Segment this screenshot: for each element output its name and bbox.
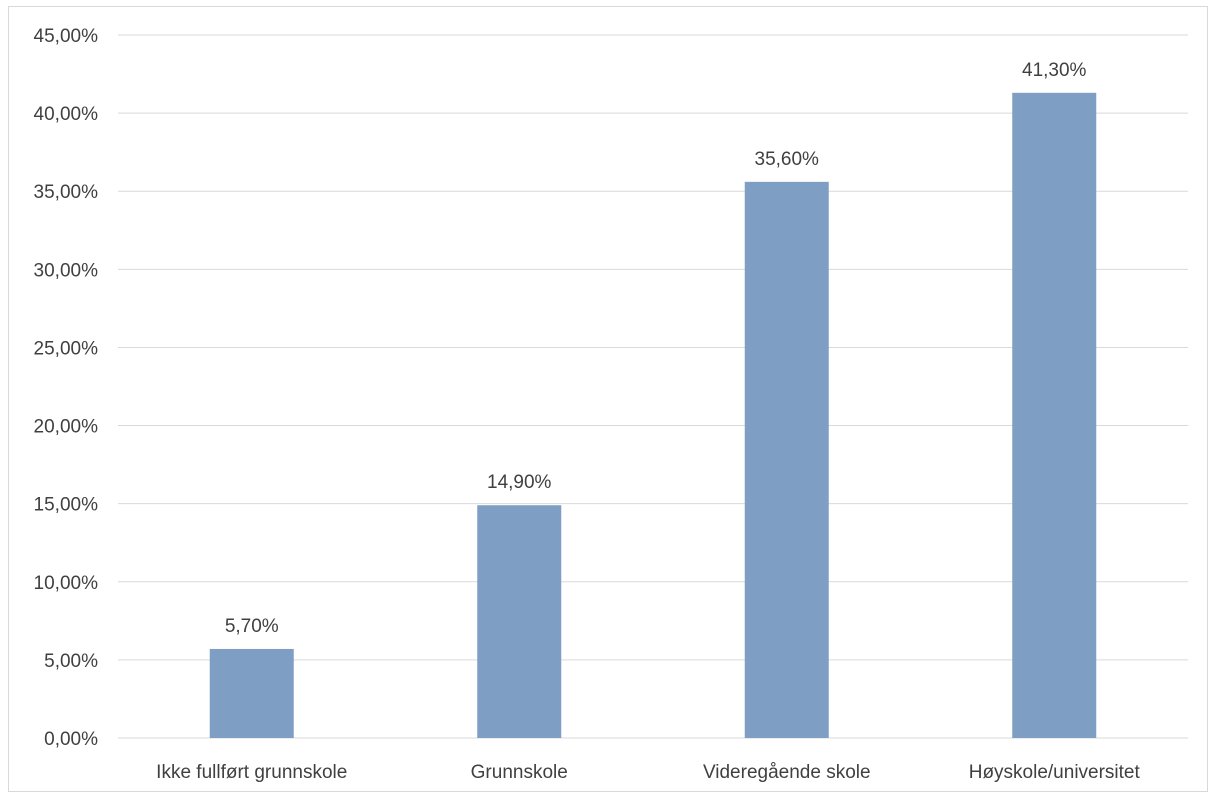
x-axis-categories: Ikke fullført grunnskole Grunnskole Videre… <box>156 762 1140 783</box>
y-tick-label: 30,00% <box>34 260 99 281</box>
bar <box>209 648 294 738</box>
y-tick-label: 35,00% <box>34 182 99 203</box>
y-tick-label: 25,00% <box>34 338 99 359</box>
bar <box>744 181 829 739</box>
bar-value-label: 41,30% <box>1022 60 1087 81</box>
x-category-label: Ikke fullført grunnskole <box>156 762 347 783</box>
bar <box>477 505 562 738</box>
bar-value-label: 5,70% <box>225 616 279 637</box>
bar-value-label: 14,90% <box>487 472 552 493</box>
gridlines <box>118 34 1188 739</box>
chart-frame <box>8 6 1208 792</box>
y-tick-label: 10,00% <box>34 573 99 594</box>
y-tick-label: 15,00% <box>34 495 99 516</box>
x-category-label: Høyskole/universitet <box>969 762 1141 783</box>
y-tick-label: 5,00% <box>44 651 98 672</box>
bar <box>1012 92 1097 738</box>
x-category-label: Videregående skole <box>703 762 871 783</box>
x-category-label: Grunnskole <box>471 762 568 783</box>
bar-value-label: 35,60% <box>755 149 820 170</box>
y-tick-label: 40,00% <box>34 104 99 125</box>
y-tick-label: 45,00% <box>34 26 99 47</box>
y-tick-label: 0,00% <box>44 729 98 750</box>
bars <box>209 92 1097 739</box>
data-labels: 5,70% 14,90% 35,60% 41,30% <box>225 60 1087 637</box>
y-tick-label: 20,00% <box>34 417 99 438</box>
y-axis-ticks: 0,00% 5,00% 10,00% 15,00% 20,00% 25,00% 30,00%… <box>34 26 99 750</box>
